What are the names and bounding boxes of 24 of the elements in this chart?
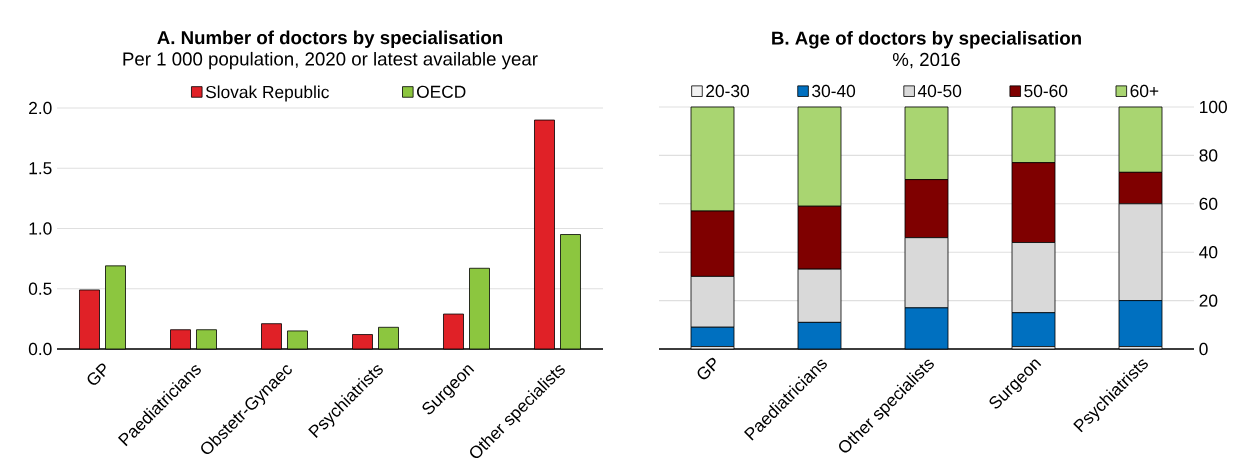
chart-subtitle: %, 2016 (892, 52, 960, 69)
legend-label: 60+ (1130, 84, 1159, 98)
x-tick-label: GP (697, 357, 716, 380)
y-tick-label: 60 (1199, 197, 1218, 210)
legend-label: 40-50 (917, 84, 962, 98)
y-tick-label: 0.0 (28, 342, 52, 356)
y-tick-label: 1.5 (29, 162, 52, 175)
y-tick-label: 0.5 (28, 282, 52, 295)
legend-label: 20-30 (706, 84, 749, 98)
legend-label: 30-40 (812, 84, 856, 98)
chart-title: B. Age of doctors by specialisation (772, 31, 1081, 49)
legend-label: Slovak Republic (205, 85, 329, 102)
y-tick-label: 80 (1199, 149, 1218, 162)
y-tick-label: 40 (1199, 246, 1218, 259)
chart-title: A. Number of doctors by specialisation (157, 30, 503, 48)
legend-label: 50-60 (1024, 84, 1068, 98)
y-tick-label: 20 (1199, 294, 1218, 307)
y-tick-label: 100 (1200, 100, 1227, 114)
y-tick-label: 1.0 (29, 222, 52, 235)
x-tick-label: GP (87, 363, 106, 385)
y-tick-label: 2.0 (29, 101, 52, 115)
chart-subtitle: Per 1 000 population, 2020 or latest available year (123, 51, 538, 70)
y-tick-label: 0 (1199, 342, 1208, 356)
legend-label: OECD (417, 85, 466, 98)
